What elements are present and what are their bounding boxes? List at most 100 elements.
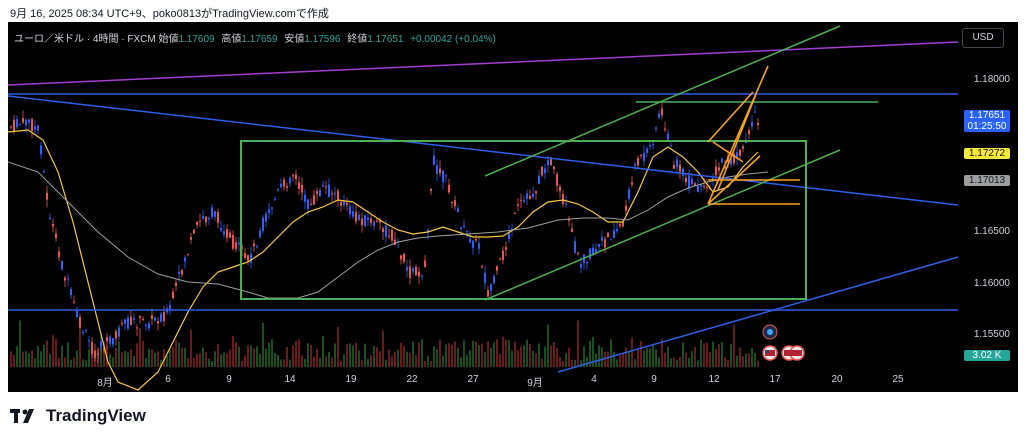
volume-bar [736,355,738,367]
candle-body [514,213,516,215]
volume-bar [301,355,303,367]
candle-body [541,166,543,176]
candle-body [340,202,342,206]
candle-body [352,211,354,217]
candle-body [256,246,258,248]
volume-bar [457,348,459,367]
volume-bar [277,354,279,367]
candle-body [367,217,369,221]
volume-bar [184,347,186,367]
candle-body [172,291,174,299]
candle-body [163,312,165,322]
candle-body [34,126,36,130]
volume-bar [262,322,264,367]
volume-bar [343,354,345,367]
volume-bar [730,343,732,367]
volume-bar [430,360,432,367]
candle-body [688,175,690,189]
candle-body [628,189,630,199]
volume-bar [226,353,228,367]
candle-body [592,247,594,254]
volume-bar [664,352,666,367]
volume-bar [577,320,579,367]
candle-body [520,199,522,201]
candle-body [94,350,96,358]
candle-body [625,205,627,211]
candle-body [130,316,132,326]
volume-bar [739,347,741,367]
candle-body [229,232,231,238]
candle-body [136,327,138,329]
volume-bar [670,358,672,367]
volume-bar [526,339,528,367]
candle-body [109,336,111,344]
price-tick: 1.18000 [973,74,1010,85]
volume-bar [274,353,276,367]
tradingview-logo[interactable]: TradingView [10,406,146,426]
volume-bar [523,345,525,367]
candle-body [751,122,753,127]
candle-body [31,119,33,131]
candle-body [217,211,219,223]
volume-bar [454,341,456,367]
volume-bar [715,348,717,367]
volume-bar [634,359,636,367]
candle-body [76,309,78,318]
volume-bar [235,342,237,367]
candle-body [733,154,735,164]
volume-bar [58,358,60,367]
candle-body [460,227,462,229]
candle-body [238,242,240,245]
candle-body [334,193,336,195]
volume-bar [367,358,369,367]
volume-bar [199,353,201,367]
volume-bar [748,353,750,367]
volume-bar [265,348,267,367]
volume-bar [10,351,12,367]
candle-body [235,242,237,249]
candle-body [664,128,666,130]
candle-body [64,277,66,281]
volume-bar [118,341,120,367]
volume-bar [547,324,549,367]
volume-bar [391,356,393,367]
candle-body [577,253,579,255]
candle-body [451,201,453,203]
volume-bar [325,356,327,367]
volume-bar [604,351,606,367]
candle-body [118,327,120,337]
candle-body [274,199,276,201]
date-tick: 9 [226,374,232,385]
volume-bar [298,339,300,367]
candle-body [322,185,324,187]
volume-bar [319,358,321,367]
volume-bar [13,354,15,367]
volume-bar [727,360,729,367]
volume-bar [241,360,243,367]
volume-bar [352,345,354,367]
symbol-info[interactable]: ユーロ／米ドル · 4時間 · FXCM 始値1.17609 高値1.17659… [14,30,496,45]
candle-body [613,230,615,239]
candle-body [25,119,27,126]
chart-area[interactable]: ユーロ／米ドル · 4時間 · FXCM 始値1.17609 高値1.17659… [8,22,1018,392]
candle-body [289,177,291,184]
currency-button[interactable]: USD [962,28,1004,48]
volume-bar [82,359,84,367]
volume-bar [601,347,603,367]
volume-bar [595,353,597,367]
candle-body [262,217,264,231]
candle-body [706,186,708,189]
candle-body [142,318,144,320]
price-tick: 1.16000 [973,278,1010,289]
volume-bar [331,357,333,367]
volume-bar [694,347,696,367]
volume-bar [655,349,657,367]
candle-body [505,247,507,250]
date-tick: 6 [165,374,171,385]
volume-bar [76,350,78,367]
volume-bar [286,347,288,367]
candle-body [631,182,633,185]
candle-body [571,228,573,232]
volume-bar [673,357,675,367]
candle-body [661,108,663,116]
